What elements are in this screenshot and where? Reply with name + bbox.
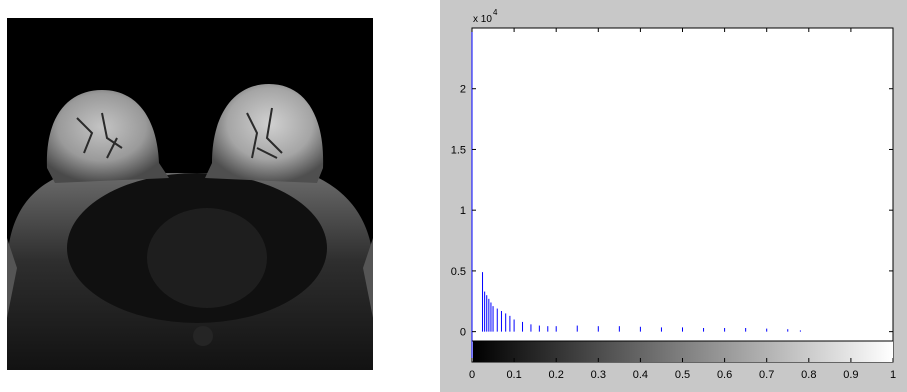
colorbar xyxy=(473,341,893,362)
y-tick-label: 1 xyxy=(460,205,466,217)
x-tick-label: 0.6 xyxy=(717,369,732,381)
y-exponent-label: x 10 xyxy=(473,14,492,25)
histogram-figure: 0 0.1 0.2 0.3 0.4 0.5 0.6 0.7 0.8 0.9 1 00.511.52 … xyxy=(440,0,907,392)
y-exponent-power: 4 xyxy=(493,8,498,17)
y-ticks: 0 0.5 1 1.5 2 xyxy=(451,84,893,339)
x-tick-label: 0.5 xyxy=(675,369,690,381)
x-tick-label: 0.2 xyxy=(549,369,564,381)
x-tick-label: 0.1 xyxy=(506,369,521,381)
axes-frame xyxy=(471,27,894,363)
x-tick-label: 0 xyxy=(469,369,475,381)
y-tick-label: 0 xyxy=(460,327,466,339)
y-tick-label: 1.5 xyxy=(451,144,466,156)
left-breast xyxy=(46,90,169,183)
left-fibroglandular-tissue xyxy=(76,112,123,159)
x-tick-label: 0.9 xyxy=(843,369,858,381)
mri-image-panel xyxy=(0,0,385,392)
y-tick-label: 2 xyxy=(460,84,466,96)
x-tick-label: 1 xyxy=(890,369,896,381)
x-ticks: 0 0.1 0.2 0.3 0.4 0.5 0.6 0.7 0.8 0.9 1 xyxy=(469,28,896,381)
spine xyxy=(193,326,213,346)
y-tick-label: 0.5 xyxy=(451,266,466,278)
x-tick-label: 0.4 xyxy=(633,369,648,381)
x-tick-label: 0.8 xyxy=(801,369,816,381)
right-breast xyxy=(205,84,324,183)
heart-region xyxy=(147,208,267,308)
x-tick-label: 0.3 xyxy=(591,369,606,381)
right-fibroglandular-tissue xyxy=(246,107,283,159)
histogram-panel: 0 0.1 0.2 0.3 0.4 0.5 0.6 0.7 0.8 0.9 1 0 0.5 1 1.5 2 … xyxy=(440,0,907,392)
histogram-bars xyxy=(482,272,801,332)
mri-image xyxy=(7,18,373,370)
x-tick-label: 0.7 xyxy=(759,369,774,381)
